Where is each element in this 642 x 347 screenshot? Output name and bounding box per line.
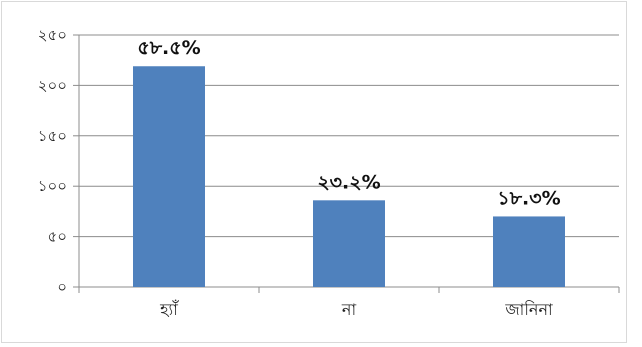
y-tick-label: ১০০ xyxy=(38,177,67,195)
x-tick-label: না xyxy=(341,300,357,319)
data-label: ৫৮.৫% xyxy=(137,37,200,59)
y-tick-label: ৫০ xyxy=(48,228,68,246)
data-label: ১৮.৩% xyxy=(497,187,560,209)
y-tick-label: ২০০ xyxy=(38,76,67,94)
bar xyxy=(133,66,205,287)
y-tick-label: ০ xyxy=(57,278,67,296)
y-tick-label: ১৫০ xyxy=(38,127,67,145)
x-tick-label: জানিনা xyxy=(504,300,553,319)
data-label: ২৩.২% xyxy=(317,171,380,193)
x-tick-label: হ্যাঁ xyxy=(159,300,180,319)
bar xyxy=(313,200,385,287)
y-tick-label: ২৫০ xyxy=(38,26,67,44)
bar xyxy=(493,216,565,287)
